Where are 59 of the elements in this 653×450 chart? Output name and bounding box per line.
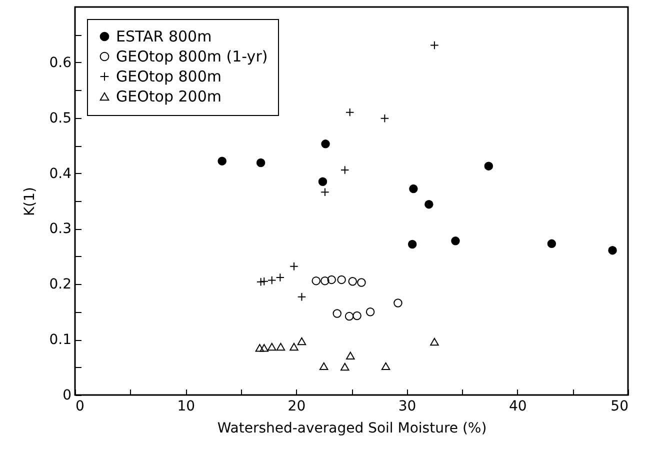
point (297, 292, 306, 302)
point (320, 276, 330, 286)
point (320, 188, 330, 197)
x-axis-title: Watershed-averaged Soil Moisture (%) (217, 420, 487, 436)
point (408, 240, 417, 249)
point (352, 311, 362, 320)
point (290, 342, 298, 351)
point (276, 342, 286, 351)
point (451, 236, 460, 246)
point (327, 275, 336, 284)
point (348, 277, 357, 286)
point (366, 307, 375, 316)
point (337, 275, 346, 284)
point (321, 140, 330, 148)
point (484, 162, 494, 170)
x-tick-label: 50 (610, 398, 628, 414)
point (381, 362, 390, 370)
legend-label: GEOtop 200m (116, 88, 222, 106)
y-axis-title: K(1) (22, 186, 38, 216)
x-tick-label: 40 (508, 398, 527, 414)
legend-label: GEOtop 800m (1-yr) (116, 48, 268, 66)
point (344, 312, 354, 321)
x-tick-label: 0 (76, 398, 84, 414)
point (430, 40, 439, 50)
point (394, 298, 402, 308)
x-tick-label: 20 (288, 398, 306, 414)
y-tick-label: 0.6 (49, 54, 72, 71)
point (380, 114, 390, 123)
point (332, 309, 342, 318)
point (345, 108, 354, 117)
point (547, 239, 556, 248)
point (346, 352, 355, 360)
y-tick-label: 0 (62, 388, 72, 404)
point (218, 156, 226, 166)
x-tick-label: 10 (177, 398, 196, 414)
y-tick-label: 0.1 (49, 332, 72, 348)
point (424, 200, 434, 209)
point (318, 177, 328, 186)
point (340, 362, 350, 371)
point (319, 362, 328, 370)
x-tick-label: 30 (398, 398, 416, 414)
legend-label: ESTAR 800m (116, 28, 212, 46)
y-tick-label: 0.4 (49, 166, 72, 182)
y-tick-label: 0.3 (49, 221, 72, 238)
point (260, 344, 268, 352)
point (357, 278, 366, 287)
legend-label: GEOtop 800m (116, 68, 222, 86)
y-tick-label: 0.2 (49, 276, 72, 293)
y-tick-label: 0.5 (49, 110, 72, 126)
point (267, 276, 276, 285)
point (409, 184, 418, 194)
point (267, 342, 276, 351)
point (430, 338, 439, 346)
point (297, 337, 306, 346)
point (608, 246, 617, 255)
point (255, 344, 264, 352)
point (290, 262, 298, 271)
point (256, 158, 266, 168)
point (312, 276, 320, 286)
